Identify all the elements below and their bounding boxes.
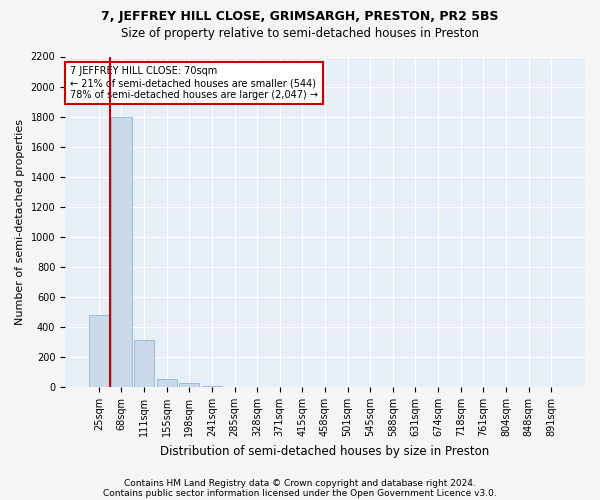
Y-axis label: Number of semi-detached properties: Number of semi-detached properties bbox=[15, 119, 25, 325]
Bar bbox=[89, 315, 109, 387]
Text: Size of property relative to semi-detached houses in Preston: Size of property relative to semi-detach… bbox=[121, 28, 479, 40]
Text: 7 JEFFREY HILL CLOSE: 70sqm
← 21% of semi-detached houses are smaller (544)
78% : 7 JEFFREY HILL CLOSE: 70sqm ← 21% of sem… bbox=[70, 66, 318, 100]
Bar bbox=[202, 386, 222, 387]
Text: Contains HM Land Registry data © Crown copyright and database right 2024.: Contains HM Land Registry data © Crown c… bbox=[124, 478, 476, 488]
Bar bbox=[157, 379, 177, 387]
Bar bbox=[134, 340, 154, 387]
Bar bbox=[111, 116, 131, 387]
Text: Contains public sector information licensed under the Open Government Licence v3: Contains public sector information licen… bbox=[103, 488, 497, 498]
Text: 7, JEFFREY HILL CLOSE, GRIMSARGH, PRESTON, PR2 5BS: 7, JEFFREY HILL CLOSE, GRIMSARGH, PRESTO… bbox=[101, 10, 499, 23]
X-axis label: Distribution of semi-detached houses by size in Preston: Distribution of semi-detached houses by … bbox=[160, 444, 490, 458]
Bar bbox=[179, 384, 199, 387]
